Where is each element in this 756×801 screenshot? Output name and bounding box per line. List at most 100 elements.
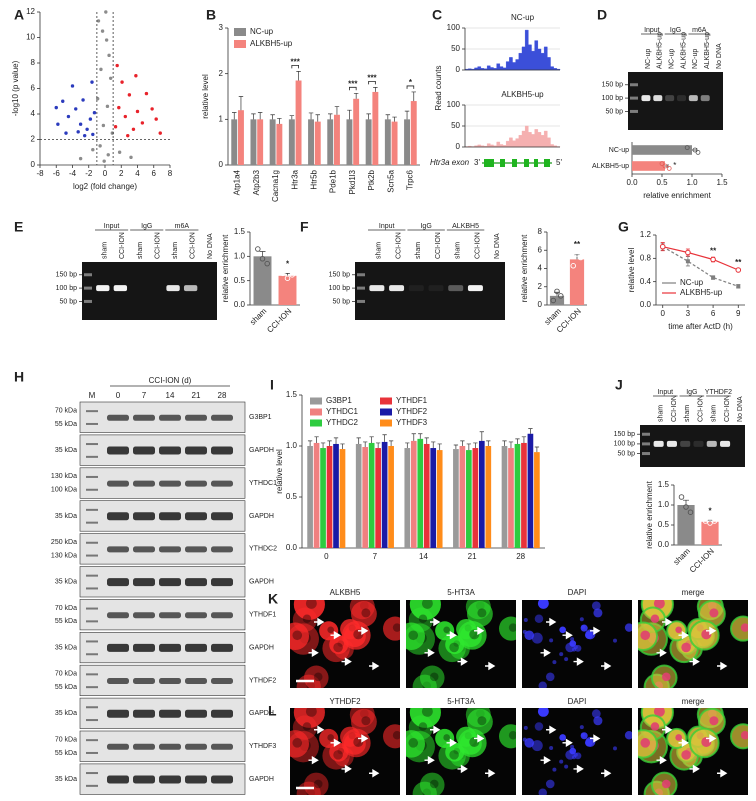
ladder-band — [630, 83, 638, 87]
arrow — [330, 738, 341, 748]
cell — [383, 724, 400, 749]
nucleus — [593, 716, 603, 726]
cell — [383, 616, 400, 641]
blot-band — [159, 643, 181, 652]
marker-label: 100 bp — [329, 285, 351, 292]
category-label: Atp1a4 — [233, 169, 242, 195]
blot-band — [211, 775, 233, 784]
cell-core — [302, 722, 312, 731]
point — [64, 131, 68, 135]
image-label: 5-HT3A — [447, 697, 475, 706]
bar — [391, 121, 398, 165]
bar — [478, 440, 485, 548]
error-bar — [405, 442, 410, 449]
bar — [514, 443, 521, 548]
micrograph-bg — [522, 708, 632, 795]
nucleus — [579, 617, 584, 622]
cell-core — [408, 738, 419, 748]
cell — [409, 600, 441, 620]
y-tick-label: 12 — [26, 7, 35, 16]
arrow — [662, 617, 673, 627]
point — [135, 109, 140, 114]
error-bar — [411, 91, 416, 102]
blot-band — [107, 709, 129, 718]
nucleus — [559, 734, 567, 741]
lane-label: No DNA — [494, 233, 501, 259]
lane-label: NC-up — [668, 49, 675, 69]
gel-band — [113, 285, 128, 292]
legend-swatch — [380, 397, 392, 405]
lane-label: CCI-ION — [154, 232, 161, 259]
legend-label: YTHDF1 — [396, 396, 428, 405]
bar — [466, 450, 472, 548]
point — [154, 117, 158, 121]
gel-band — [706, 440, 717, 447]
y-tick-label: 1.0 — [658, 500, 670, 509]
panel-label: H — [14, 369, 24, 385]
cell-core — [353, 629, 364, 640]
category-label: Ptk2b — [367, 169, 376, 190]
cell-rim — [638, 729, 668, 764]
y-tick-label: 4 — [538, 264, 543, 273]
marker — [735, 267, 742, 273]
blot-band — [159, 512, 181, 521]
lane-label: CCI-ION — [697, 395, 704, 422]
ladder-band — [86, 739, 98, 742]
point — [98, 144, 102, 148]
blot-band — [107, 643, 129, 652]
ladder-band — [642, 442, 650, 446]
ladder-band — [86, 706, 98, 709]
group-label: ALKBH5 — [452, 223, 479, 230]
y-tick-label: 50 — [451, 121, 460, 130]
panel-label: F — [300, 219, 309, 235]
marker-label: 55 kDa — [55, 750, 77, 757]
lane-label: No DNA — [737, 396, 744, 422]
data-point — [662, 163, 668, 169]
category-label: Pkd1l3 — [348, 169, 357, 194]
y-axis-label: relative level — [201, 74, 210, 119]
lane-label: sham — [711, 405, 718, 422]
cell — [499, 724, 516, 749]
bar — [269, 119, 276, 165]
data-point — [255, 246, 261, 252]
error-bar — [502, 440, 507, 446]
nucleus — [681, 750, 691, 760]
bar — [549, 295, 565, 305]
category-label: CCI-ION — [688, 546, 716, 574]
error-bar — [259, 251, 266, 257]
error-bar — [521, 436, 527, 443]
y-tick-label: 0.4 — [640, 277, 652, 286]
y-tick-label: 50 — [451, 44, 460, 53]
gel-band — [666, 440, 677, 447]
bar — [430, 448, 437, 548]
significance-bracket — [291, 64, 299, 69]
gel-band — [653, 95, 663, 102]
arrow — [678, 738, 689, 748]
point — [85, 127, 89, 131]
error-bar — [270, 114, 275, 120]
point — [126, 133, 130, 138]
bar — [472, 448, 479, 548]
data-point — [684, 145, 690, 151]
bar — [362, 447, 369, 548]
error-bar — [320, 442, 326, 449]
y-tick-label: 0 — [31, 160, 36, 169]
category-label: NC-up — [609, 147, 629, 154]
blot-band — [133, 775, 155, 784]
cell — [419, 772, 445, 795]
category-label: Atp2b3 — [252, 169, 261, 195]
bar — [677, 505, 695, 545]
bar — [353, 98, 360, 165]
gel-band — [428, 285, 444, 292]
ladder-band — [86, 443, 98, 446]
data-point — [692, 147, 698, 153]
significance: ** — [710, 246, 717, 255]
point — [78, 122, 83, 126]
blot-band — [159, 578, 181, 587]
exon — [512, 159, 517, 167]
marker-label: 50 bp — [59, 298, 77, 305]
group-label: m6A — [692, 27, 707, 34]
blot-band — [133, 414, 155, 421]
lane-label: CCI-ION — [435, 232, 442, 259]
